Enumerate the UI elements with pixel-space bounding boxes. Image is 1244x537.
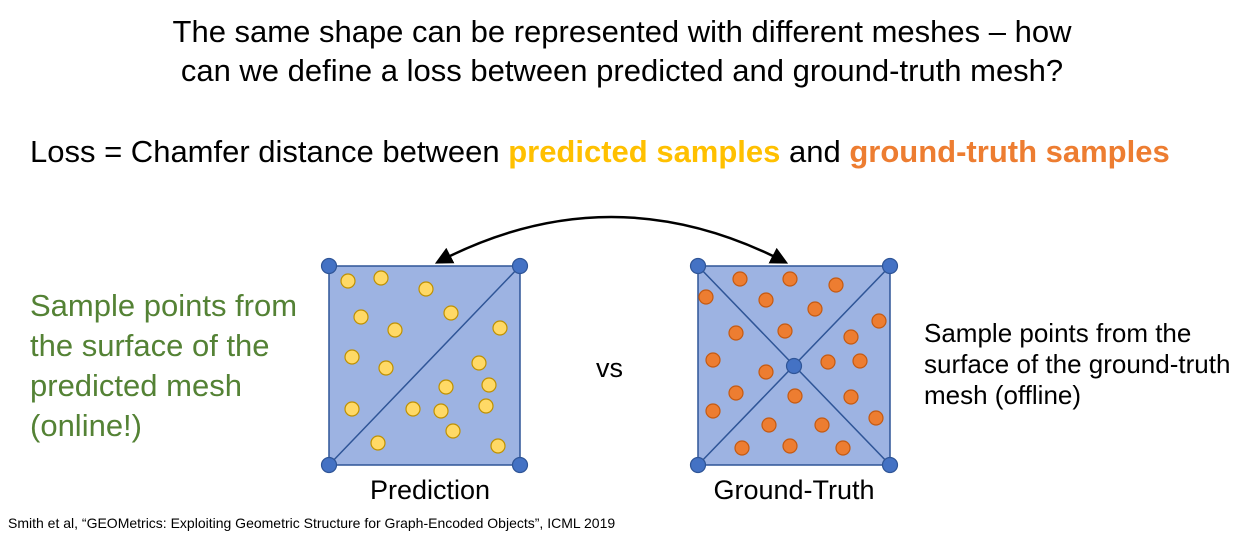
ground-truth-sample-point — [734, 440, 750, 456]
mesh-vertex — [511, 257, 529, 275]
predicted-sample-point — [443, 305, 459, 321]
loss-prefix: Loss = Chamfer distance between — [30, 134, 509, 169]
predicted-sample-point — [433, 403, 449, 419]
predicted-sample-point — [370, 435, 386, 451]
ground-truth-sample-point — [728, 385, 744, 401]
ground-truth-sample-point — [843, 389, 859, 405]
prediction-mesh-diagonal — [328, 265, 521, 466]
predicted-sample-point — [344, 401, 360, 417]
slide-title: The same shape can be represented with d… — [0, 12, 1244, 90]
loss-predicted-samples: predicted samples — [508, 134, 781, 169]
ground-truth-sample-point — [868, 410, 884, 426]
ground-truth-caption: Ground-Truth — [713, 475, 875, 505]
predicted-sample-point — [418, 281, 434, 297]
ground-truth-sample-point — [705, 352, 721, 368]
mesh-vertex — [320, 257, 338, 275]
ground-truth-sample-point — [732, 271, 748, 287]
ground-truth-sample-point — [777, 323, 793, 339]
mesh-vertex — [881, 456, 899, 474]
ground-truth-sample-point — [758, 364, 774, 380]
ground-truth-vertices — [689, 257, 899, 474]
ground-truth-sample-point — [758, 292, 774, 308]
comparison-arrow — [434, 215, 789, 264]
mesh-vertex — [785, 357, 803, 375]
predicted-sampling-note: Sample points from the surface of the pr… — [30, 288, 298, 443]
loss-definition: Loss = Chamfer distance between predicte… — [30, 132, 1170, 172]
predicted-sample-point — [490, 438, 506, 454]
ground-truth-sample-point — [728, 325, 744, 341]
prediction-caption: Prediction — [369, 475, 491, 505]
mesh-vertex — [689, 456, 707, 474]
ground-truth-sample-point — [843, 329, 859, 345]
ground-truth-sample-point — [807, 301, 823, 317]
ground-truth-sample-point — [782, 438, 798, 454]
title-line-2: can we define a loss between predicted a… — [180, 53, 1064, 88]
title-line-1: The same shape can be represented with d… — [172, 14, 1072, 49]
ground-truth-sample-point — [787, 388, 803, 404]
predicted-sample-point — [481, 377, 497, 393]
predicted-samples — [340, 270, 508, 454]
predicted-sample-point — [445, 423, 461, 439]
ground-truth-sample-point — [761, 417, 777, 433]
predicted-sample-point — [344, 349, 360, 365]
prediction-mesh — [320, 257, 529, 474]
mesh-vertex — [881, 257, 899, 275]
predicted-sample-point — [378, 360, 394, 376]
predicted-sample-point — [373, 270, 389, 286]
ground-truth-sampling-note: Sample points from the surface of the gr… — [924, 318, 1231, 410]
mesh-vertex — [511, 456, 529, 474]
predicted-sample-point — [438, 379, 454, 395]
mesh-vertex — [320, 456, 338, 474]
ground-truth-sample-point — [705, 403, 721, 419]
predicted-sample-point — [405, 401, 421, 417]
ground-truth-sample-point — [820, 354, 836, 370]
prediction-vertices — [320, 257, 529, 474]
predicted-sample-point — [340, 273, 356, 289]
predicted-sample-point — [492, 320, 508, 336]
ground-truth-sample-point — [782, 271, 798, 287]
ground-truth-sample-point — [828, 277, 844, 293]
ground-truth-sample-point — [814, 417, 830, 433]
mesh-vertex — [689, 257, 707, 275]
ground-truth-mesh — [689, 257, 899, 474]
loss-ground-truth-samples: ground-truth samples — [849, 134, 1170, 169]
ground-truth-sample-point — [871, 313, 887, 329]
ground-truth-samples — [698, 271, 887, 456]
predicted-sample-point — [471, 355, 487, 371]
predicted-sample-point — [353, 309, 369, 325]
ground-truth-sample-point — [852, 353, 868, 369]
citation: Smith et al, “GEOMetrics: Exploiting Geo… — [8, 515, 616, 531]
ground-truth-sample-point — [698, 289, 714, 305]
ground-truth-sample-point — [835, 440, 851, 456]
vs-label: vs — [596, 353, 623, 383]
predicted-sample-point — [387, 322, 403, 338]
loss-middle: and — [780, 134, 850, 169]
predicted-sample-point — [478, 398, 494, 414]
